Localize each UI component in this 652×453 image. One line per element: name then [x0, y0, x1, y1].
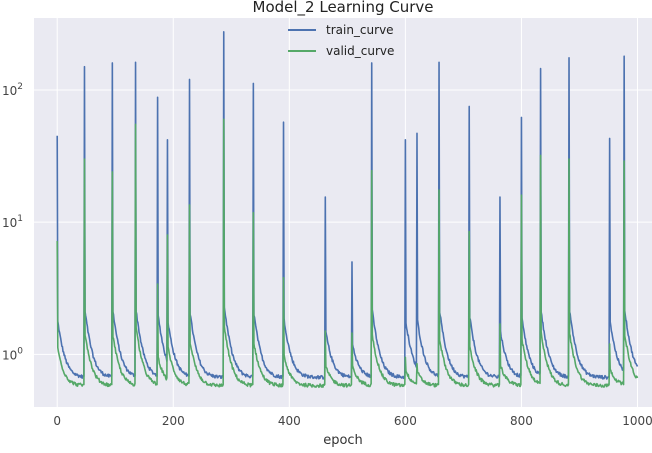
legend-label: train_curve: [326, 23, 394, 37]
series-line-train-curve: [56, 31, 639, 380]
y-tick-label: 100: [2, 346, 23, 362]
y-tick-label: 102: [2, 82, 23, 98]
chart-title: Model_2 Learning Curve: [253, 0, 434, 17]
x-tick-label: 0: [53, 414, 61, 428]
y-tick-label: 101: [2, 214, 23, 230]
x-axis-label: epoch: [323, 433, 363, 448]
x-tick-label: 200: [162, 414, 185, 428]
x-tick-label: 800: [510, 414, 533, 428]
legend: train_curve valid_curve: [288, 23, 394, 58]
tick-labels: 0 200 400 600 800 1000 100 101 102: [2, 82, 652, 428]
legend-label: valid_curve: [326, 44, 394, 58]
x-tick-label: 1000: [622, 414, 652, 428]
x-tick-label: 400: [278, 414, 301, 428]
series-layer: [56, 31, 639, 389]
series-line-valid-curve: [56, 118, 639, 389]
x-tick-label: 600: [394, 414, 417, 428]
plot-area: [34, 18, 652, 407]
